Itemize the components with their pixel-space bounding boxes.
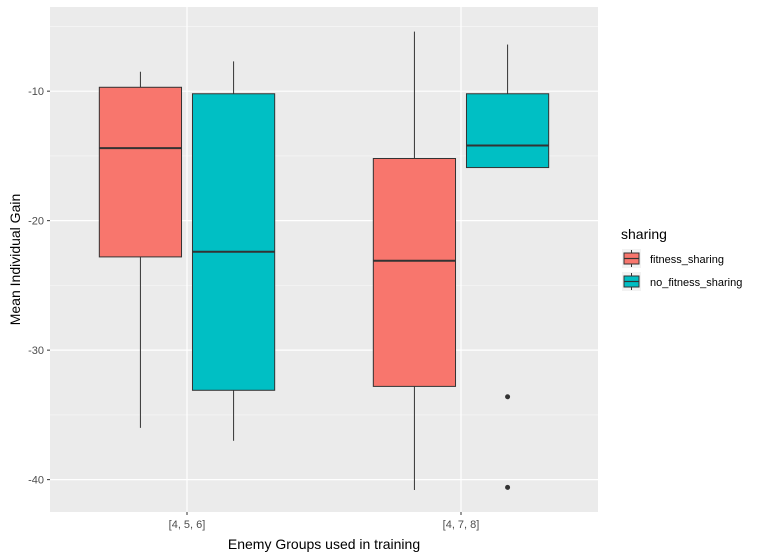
legend-item-fitness_sharing: fitness_sharing <box>622 249 724 268</box>
y-axis-title: Mean Individual Gain <box>7 194 23 326</box>
legend-label: no_fitness_sharing <box>650 277 742 289</box>
box-fitness_sharing-1 <box>372 31 457 490</box>
outlier-point <box>505 394 511 400</box>
box-fitness_sharing-0 <box>98 71 183 428</box>
panel-background <box>50 7 598 512</box>
x-axis: [4, 5, 6] [4, 7, 8] <box>169 512 480 531</box>
outlier-point <box>505 484 511 490</box>
legend: sharing fitness_sharing no_fitness_sharin… <box>621 226 742 291</box>
boxes <box>98 31 550 490</box>
y-tick-label: -40 <box>28 475 44 487</box>
box-iqr <box>372 158 457 387</box>
x-tick-label: [4, 7, 8] <box>443 519 480 531</box>
legend-title: sharing <box>621 226 667 242</box>
box-no_fitness_sharing-1 <box>465 44 550 490</box>
legend-item-no_fitness_sharing: no_fitness_sharing <box>622 272 742 291</box>
box-iqr <box>191 93 276 391</box>
y-tick-label: -30 <box>28 345 44 357</box>
y-tick-label: -20 <box>28 216 44 228</box>
box-iqr <box>98 86 183 258</box>
legend-label: fitness_sharing <box>650 254 724 266</box>
y-tick-label: -10 <box>28 86 44 98</box>
x-tick-label: [4, 5, 6] <box>169 519 206 531</box>
box-no_fitness_sharing-0 <box>191 61 276 441</box>
x-axis-title: Enemy Groups used in training <box>228 536 420 552</box>
y-axis: -40 -30 -20 -10 <box>28 86 50 487</box>
box-iqr <box>465 93 550 169</box>
